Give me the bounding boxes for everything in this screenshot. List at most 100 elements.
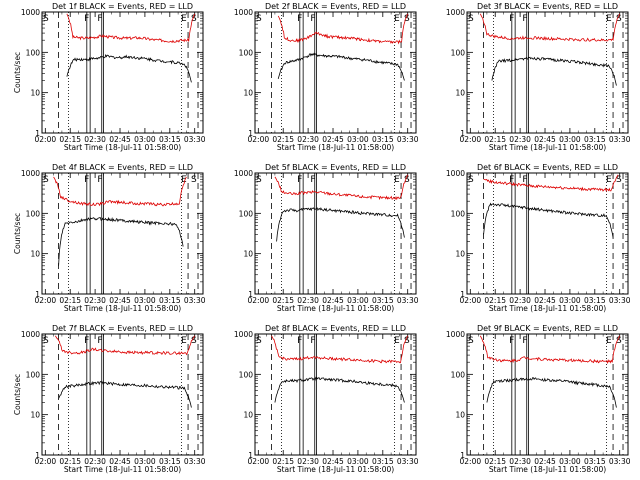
x-tick-label: 02:45 [109, 135, 131, 144]
x-axis-label: Start Time (18-Jul-11 01:58:00) [489, 304, 606, 313]
y-tick-label: 10 [30, 250, 40, 259]
x-tick-label: 02:45 [322, 135, 344, 144]
x-tick-label: 02:00 [460, 296, 482, 305]
x-tick-label: 03:15 [584, 135, 606, 144]
y-tick-label: 100 [239, 48, 254, 57]
panel-title: Det 1f BLACK = Events, RED = LLD [52, 2, 193, 11]
x-tick-label: 03:30 [609, 296, 631, 305]
panel-6: Det 6f BLACK = Events, RED = LLD 1 10 100 10… [446, 163, 631, 313]
series-line-black [274, 376, 405, 403]
series-line-black [491, 56, 617, 86]
series-line-red [54, 335, 196, 356]
series-line-red [479, 335, 621, 365]
y-tick-label: 1000 [446, 8, 465, 17]
flag-marker-label: F [84, 175, 89, 185]
x-tick-label: 03:00 [559, 457, 581, 466]
series-line-red [479, 13, 621, 42]
x-tick-label: 02:00 [460, 135, 482, 144]
x-tick-label: 02:15 [59, 457, 81, 466]
series-line-red [66, 13, 196, 44]
plot-frame [41, 172, 204, 295]
x-tick-label: 02:00 [35, 296, 57, 305]
marker-label: S [616, 336, 622, 346]
flag-marker-label: F [522, 175, 527, 185]
y-tick-label: 1 [35, 129, 40, 138]
y-tick-label: 1000 [446, 330, 465, 339]
marker-label: E [394, 336, 400, 346]
x-tick-label: 02:15 [59, 135, 81, 144]
x-tick-label: 02:00 [248, 135, 270, 144]
marker-label: S [191, 336, 197, 346]
plot-frame [254, 333, 417, 456]
panel-8: Det 8f BLACK = Events, RED = LLD 1 10 100 10… [234, 324, 419, 474]
x-tick-label: 02:30 [297, 135, 319, 144]
x-tick-label: 03:15 [159, 296, 181, 305]
y-tick-label: 1000 [234, 8, 253, 17]
marker-label: E [181, 336, 187, 346]
x-axis-label: Start Time (18-Jul-11 01:58:00) [277, 304, 394, 313]
plot-frame [466, 11, 629, 134]
x-axis-label: Start Time (18-Jul-11 01:58:00) [277, 465, 394, 474]
y-axis-label: Counts/sec [13, 374, 22, 415]
marker-label: S [616, 175, 622, 185]
x-tick-label: 03:15 [584, 296, 606, 305]
x-tick-label: 02:00 [35, 457, 57, 466]
y-tick-label: 100 [26, 370, 41, 379]
marker-label: E [606, 14, 612, 24]
flag-marker-label: F [297, 14, 302, 24]
x-tick-label: 02:15 [272, 296, 294, 305]
y-tick-label: 1000 [446, 169, 465, 178]
y-axis-label: Counts/sec [13, 213, 22, 254]
x-tick-label: 02:30 [297, 296, 319, 305]
y-tick-label: 100 [451, 48, 466, 57]
flag-marker-label: F [310, 14, 315, 24]
y-tick-label: 100 [451, 370, 466, 379]
series-line-red [277, 13, 409, 45]
y-tick-label: 10 [243, 89, 253, 98]
y-tick-label: 10 [455, 89, 465, 98]
series-line-black [58, 216, 184, 266]
start-marker-label: S [43, 14, 49, 24]
x-tick-label: 02:45 [534, 296, 556, 305]
x-tick-label: 02:15 [484, 135, 506, 144]
marker-label: S [404, 14, 410, 24]
x-tick-label: 03:00 [559, 135, 581, 144]
x-axis-label: Start Time (18-Jul-11 01:58:00) [64, 143, 181, 152]
panel-title: Det 8f BLACK = Events, RED = LLD [265, 324, 406, 333]
series-line-red [483, 174, 619, 193]
start-marker-label: S [468, 14, 474, 24]
x-tick-label: 02:30 [509, 135, 531, 144]
marker-label: E [394, 14, 400, 24]
y-tick-label: 100 [239, 370, 254, 379]
x-tick-label: 02:00 [248, 457, 270, 466]
marker-label: E [181, 14, 187, 24]
y-tick-label: 10 [243, 250, 253, 259]
x-tick-label: 03:30 [397, 296, 419, 305]
y-tick-label: 1 [460, 451, 465, 460]
plot-frame [254, 172, 417, 295]
x-tick-label: 03:15 [372, 457, 394, 466]
x-tick-label: 03:15 [159, 457, 181, 466]
series-line-black [277, 52, 405, 81]
marker-label: S [404, 175, 410, 185]
flag-marker-label: F [509, 175, 514, 185]
panel-9: Det 9f BLACK = Events, RED = LLD 1 10 100 10… [446, 324, 631, 474]
y-tick-label: 1 [460, 129, 465, 138]
x-tick-label: 02:30 [84, 135, 106, 144]
x-tick-label: 02:00 [248, 296, 270, 305]
series-line-black [66, 53, 192, 83]
x-tick-label: 02:45 [534, 135, 556, 144]
x-tick-label: 02:30 [297, 457, 319, 466]
x-tick-label: 02:30 [509, 296, 531, 305]
y-tick-label: 1 [248, 129, 253, 138]
x-tick-label: 02:45 [109, 457, 131, 466]
flag-marker-label: F [84, 336, 89, 346]
series-line-black [483, 202, 614, 238]
x-axis-label: Start Time (18-Jul-11 01:58:00) [489, 465, 606, 474]
x-tick-label: 03:30 [184, 135, 206, 144]
x-tick-label: 02:15 [272, 457, 294, 466]
panel-title: Det 9f BLACK = Events, RED = LLD [477, 324, 618, 333]
x-tick-label: 03:00 [134, 296, 156, 305]
plot-frame [41, 11, 204, 134]
